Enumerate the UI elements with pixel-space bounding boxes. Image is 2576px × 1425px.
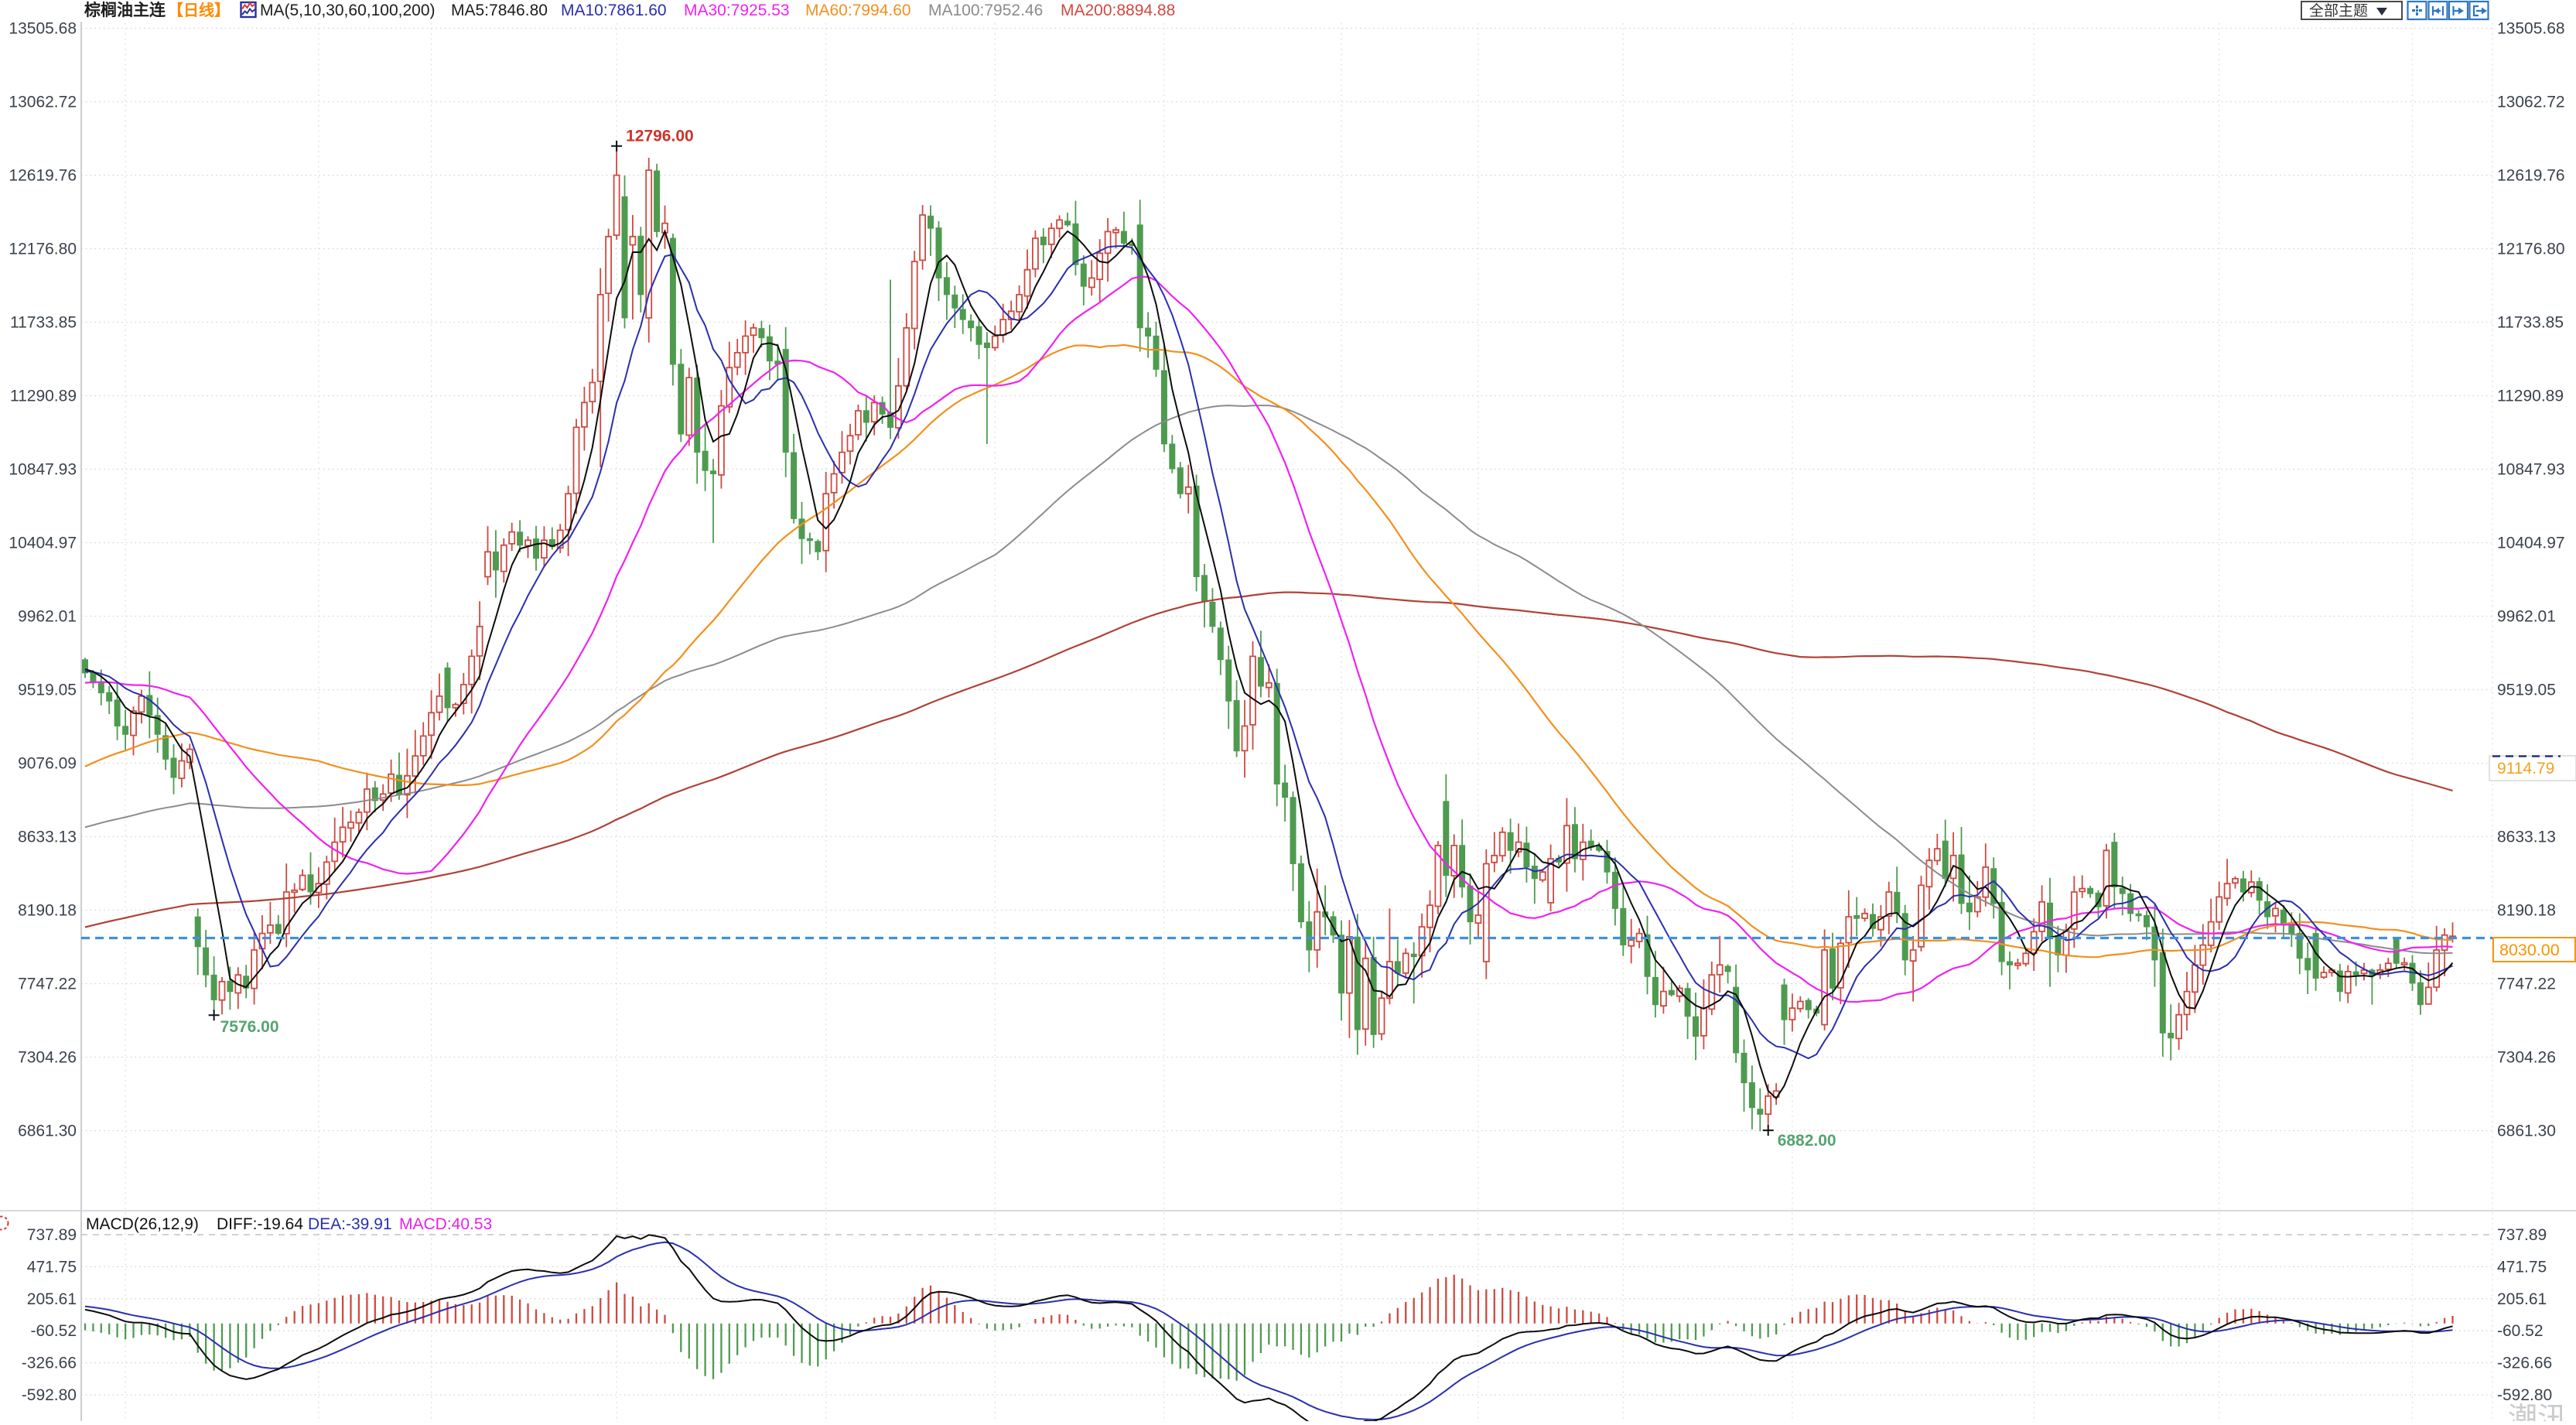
svg-text:7747.22: 7747.22 (18, 976, 77, 993)
svg-text:MA60:7994.60: MA60:7994.60 (805, 2, 911, 19)
svg-text:12619.76: 12619.76 (2497, 167, 2565, 185)
svg-text:-326.66: -326.66 (2497, 1355, 2552, 1372)
svg-text:11290.89: 11290.89 (2497, 388, 2564, 405)
svg-text:MACD(26,12,9): MACD(26,12,9) (86, 1215, 199, 1233)
svg-text:7304.26: 7304.26 (18, 1049, 77, 1067)
svg-text:DEA:-39.91: DEA:-39.91 (308, 1215, 392, 1233)
svg-text:13505.68: 13505.68 (9, 20, 77, 38)
svg-text:MA30:7925.53: MA30:7925.53 (684, 2, 790, 19)
svg-text:MA200:8894.88: MA200:8894.88 (1061, 2, 1175, 19)
svg-text:9962.01: 9962.01 (2497, 608, 2556, 626)
svg-text:9114.79: 9114.79 (2497, 760, 2554, 777)
svg-text:12176.80: 12176.80 (9, 241, 77, 258)
svg-text:8030.00: 8030.00 (2499, 941, 2560, 959)
svg-text:6861.30: 6861.30 (18, 1123, 77, 1140)
svg-text:8633.13: 8633.13 (18, 829, 77, 846)
svg-text:11290.89: 11290.89 (10, 388, 77, 405)
svg-text:-60.52: -60.52 (30, 1322, 77, 1340)
svg-text:737.89: 737.89 (27, 1226, 77, 1244)
svg-text:MA100:7952.46: MA100:7952.46 (928, 2, 1043, 19)
svg-text:205.61: 205.61 (27, 1290, 77, 1308)
svg-text:8190.18: 8190.18 (2497, 902, 2556, 920)
svg-text:-60.52: -60.52 (2497, 1322, 2544, 1340)
svg-text:471.75: 471.75 (2497, 1258, 2547, 1276)
svg-text:9076.09: 9076.09 (18, 755, 77, 773)
svg-text:7576.00: 7576.00 (220, 1018, 279, 1036)
svg-text:10404.97: 10404.97 (9, 535, 77, 552)
svg-text:471.75: 471.75 (27, 1258, 77, 1276)
svg-text:MA(5,10,30,60,100,200): MA(5,10,30,60,100,200) (260, 2, 436, 19)
svg-text:13062.72: 13062.72 (9, 94, 77, 111)
svg-text:-592.80: -592.80 (2497, 1386, 2552, 1404)
svg-text:6861.30: 6861.30 (2497, 1123, 2556, 1140)
svg-text:9962.01: 9962.01 (18, 608, 77, 626)
svg-text:737.89: 737.89 (2497, 1226, 2547, 1244)
svg-text:MA5:7846.80: MA5:7846.80 (451, 2, 548, 19)
svg-text:-326.66: -326.66 (22, 1355, 77, 1372)
svg-text:10847.93: 10847.93 (2497, 461, 2565, 479)
svg-text:DIFF:-19.64: DIFF:-19.64 (217, 1215, 303, 1233)
svg-text:10404.97: 10404.97 (2497, 535, 2565, 552)
svg-text:8633.13: 8633.13 (2497, 829, 2556, 846)
svg-text:MA10:7861.60: MA10:7861.60 (561, 2, 667, 19)
svg-text:11733.85: 11733.85 (2497, 314, 2564, 332)
svg-text:7304.26: 7304.26 (2497, 1049, 2556, 1067)
svg-text:-592.80: -592.80 (22, 1386, 77, 1404)
svg-text:棕榈油主连: 棕榈油主连 (84, 1, 166, 19)
svg-text:6882.00: 6882.00 (1778, 1132, 1836, 1150)
svg-text:7747.22: 7747.22 (2497, 976, 2556, 993)
svg-text:MACD:40.53: MACD:40.53 (399, 1215, 492, 1233)
svg-text:12796.00: 12796.00 (626, 128, 694, 145)
svg-text:潮汛: 潮汛 (2508, 1403, 2567, 1421)
svg-text:9519.05: 9519.05 (18, 682, 77, 699)
svg-text:8190.18: 8190.18 (18, 902, 77, 920)
svg-text:205.61: 205.61 (2497, 1290, 2547, 1308)
svg-text:全部主题: 全部主题 (2309, 2, 2368, 19)
svg-text:12176.80: 12176.80 (2497, 241, 2565, 258)
svg-text:13505.68: 13505.68 (2497, 20, 2565, 38)
svg-text:9519.05: 9519.05 (2497, 682, 2556, 699)
svg-text:【日线】: 【日线】 (168, 1, 230, 19)
svg-text:10847.93: 10847.93 (9, 461, 77, 479)
svg-text:13062.72: 13062.72 (2497, 94, 2565, 111)
svg-text:12619.76: 12619.76 (9, 167, 77, 185)
svg-text:11733.85: 11733.85 (10, 314, 77, 332)
